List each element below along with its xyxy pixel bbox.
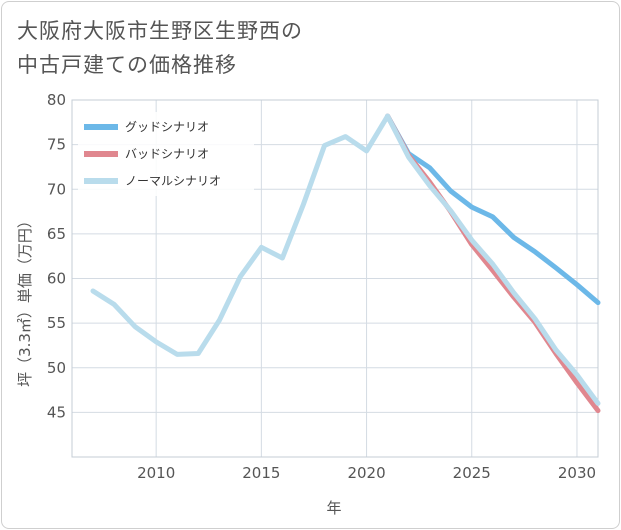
x-tick-label: 2015: [242, 464, 280, 482]
y-tick-label: 65: [47, 225, 66, 243]
y-tick-label: 70: [47, 180, 66, 198]
y-tick-label: 60: [47, 270, 66, 288]
title-line-1: 大阪府大阪市生野区生野西の: [17, 19, 303, 43]
plot-area-border: [71, 99, 599, 458]
y-tick-label: 80: [47, 91, 66, 109]
series-lines: [90, 113, 601, 414]
x-tick-label: 2010: [137, 464, 175, 482]
y-axis-ticks: 45 50 55 60 65 70 75 80: [47, 91, 66, 421]
y-tick-label: 45: [47, 403, 66, 421]
x-tick-label: 2025: [453, 464, 491, 482]
y-axis-label: 坪（3.3㎡）単価（万円）: [16, 213, 34, 387]
legend-label-0: グッドシナリオ: [125, 120, 209, 134]
y-tick-label: 55: [47, 314, 66, 332]
series-line-2: [90, 113, 601, 406]
series-line-0: [385, 113, 601, 306]
y-tick-label: 75: [47, 136, 66, 154]
legend-label-1: バッドシナリオ: [125, 147, 209, 161]
chart-title: 大阪府大阪市生野区生野西の 中古戸建ての価格推移: [17, 14, 303, 82]
legend-label-2: ノーマルシナリオ: [125, 174, 221, 188]
x-tick-label: 2020: [347, 464, 385, 482]
x-axis-ticks: 2010 2015 2020 2025 2030: [137, 464, 596, 482]
y-tick-label: 50: [47, 359, 66, 377]
x-axis-label: 年: [326, 499, 341, 517]
title-line-2: 中古戸建ての価格推移: [17, 53, 237, 77]
x-tick-label: 2030: [558, 464, 596, 482]
